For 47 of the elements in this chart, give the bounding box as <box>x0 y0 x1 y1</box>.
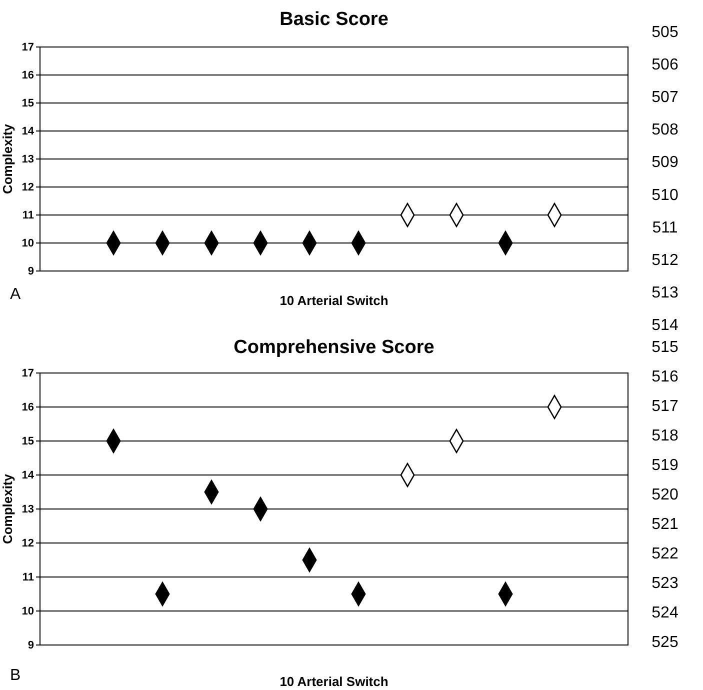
text: 523 <box>652 575 678 592</box>
text: 507 <box>652 89 678 106</box>
y-tick-label: 14 <box>22 470 35 482</box>
chart-title: Comprehensive Score <box>234 337 434 358</box>
y-tick-label: 15 <box>22 98 34 110</box>
text: B <box>10 667 21 684</box>
y-tick-label: 10 <box>22 606 34 618</box>
y-tick-label: 12 <box>22 182 34 194</box>
y-tick-label: 16 <box>22 402 34 414</box>
y-tick-label: 17 <box>22 368 34 380</box>
text: 519 <box>652 457 678 474</box>
text: 512 <box>652 252 678 269</box>
text: 510 <box>652 186 678 204</box>
text: 524 <box>652 604 678 622</box>
text: 513 <box>652 284 678 302</box>
y-tick-label: 9 <box>28 266 34 278</box>
y-tick-label: 12 <box>22 538 34 550</box>
text: 521 <box>652 516 678 533</box>
text: A <box>10 286 21 303</box>
y-axis-title: Complexity <box>0 123 15 194</box>
y-tick-label: 9 <box>28 640 34 652</box>
y-axis-title: Complexity <box>0 473 15 544</box>
y-tick-label: 14 <box>22 126 35 138</box>
y-tick-label: 11 <box>22 210 34 222</box>
y-tick-label: 15 <box>22 436 34 448</box>
chart-title: Basic Score <box>280 9 388 30</box>
text: 525 <box>652 634 678 651</box>
x-axis-title: 10 Arterial Switch <box>280 293 388 308</box>
text: 517 <box>652 398 678 415</box>
y-tick-label: 16 <box>22 70 34 82</box>
y-tick-label: 11 <box>22 572 34 584</box>
text: 515 <box>652 339 678 356</box>
text: 509 <box>652 154 678 172</box>
text: 522 <box>652 546 678 562</box>
text: 518 <box>652 428 678 444</box>
y-tick-label: 13 <box>22 154 34 166</box>
y-tick-label: 17 <box>22 42 34 54</box>
text: 506 <box>652 56 678 74</box>
y-tick-label: 10 <box>22 238 34 250</box>
x-axis-title: 10 Arterial Switch <box>280 674 388 689</box>
y-tick-label: 13 <box>22 504 34 516</box>
text: 520 <box>652 486 678 504</box>
text: 505 <box>652 24 678 41</box>
text: 508 <box>652 122 678 139</box>
text: 514 <box>652 317 678 334</box>
text: 516 <box>652 368 678 386</box>
text: 511 <box>652 219 678 236</box>
